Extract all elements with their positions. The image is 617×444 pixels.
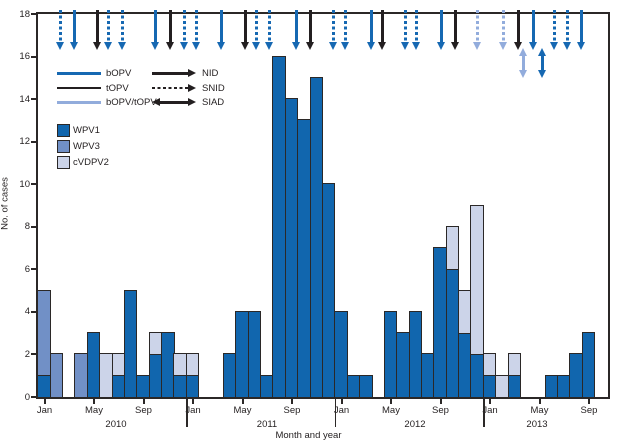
y-axis-tick-label: 12 bbox=[19, 136, 30, 148]
legend-label: WPV1 bbox=[73, 125, 100, 136]
arrow-shaft bbox=[152, 86, 189, 90]
month-tick-label: Sep bbox=[283, 405, 301, 416]
month-tick bbox=[588, 399, 590, 404]
legend-box-cvdpv2 bbox=[57, 156, 70, 169]
arrow-head-left-icon bbox=[152, 98, 160, 106]
year-label: 2010 bbox=[105, 419, 127, 430]
legend-label: cVDPV2 bbox=[73, 157, 109, 168]
month-tick-label: Sep bbox=[135, 405, 152, 416]
arrow-head-right-icon bbox=[188, 98, 196, 106]
y-axis-tick-label: 18 bbox=[19, 8, 30, 20]
year-divider bbox=[483, 399, 485, 427]
y-axis-tick-label: 6 bbox=[24, 263, 30, 275]
y-axis-tick-label: 14 bbox=[19, 93, 30, 105]
month-tick-label: Jan bbox=[36, 405, 53, 416]
legend-box-wpv3 bbox=[57, 140, 70, 153]
y-axis-tick-label: 2 bbox=[24, 348, 30, 360]
arrow-shaft bbox=[152, 72, 189, 75]
legend-line-topv bbox=[57, 86, 101, 89]
y-axis-title: No. of cases bbox=[0, 177, 11, 230]
month-tick bbox=[340, 399, 343, 404]
year-divider bbox=[186, 399, 188, 427]
arrow-head-right-icon bbox=[188, 83, 196, 92]
legend-label: bOPV/tOPV bbox=[106, 97, 157, 108]
y-axis-tick-label: 16 bbox=[19, 51, 30, 63]
legend-label: tOPV bbox=[106, 82, 129, 94]
month-tick bbox=[291, 399, 293, 404]
legend-label: SIAD bbox=[202, 97, 225, 108]
y-axis-tick-label: 4 bbox=[24, 306, 30, 318]
year-label: 2011 bbox=[256, 419, 278, 430]
month-tick bbox=[390, 399, 392, 404]
month-tick-label: May bbox=[382, 405, 400, 416]
x-axis-title: Month and year bbox=[275, 430, 342, 441]
month-tick-label: May bbox=[530, 405, 549, 416]
month-tick bbox=[43, 399, 46, 404]
month-tick-label: Sep bbox=[580, 405, 598, 416]
month-tick-label: Jan bbox=[482, 405, 498, 416]
legend-label: SNID bbox=[202, 82, 225, 94]
month-tick-label: Sep bbox=[432, 405, 449, 416]
year-label: 2013 bbox=[526, 419, 548, 430]
legend-label: NID bbox=[202, 68, 219, 79]
arrow-head-right-icon bbox=[188, 69, 196, 77]
month-tick bbox=[439, 399, 442, 404]
legend-line-bopv-topv bbox=[57, 101, 101, 104]
legend-box-wpv1 bbox=[57, 124, 70, 137]
month-tick bbox=[538, 399, 541, 404]
month-tick bbox=[241, 399, 244, 404]
year-label: 2012 bbox=[404, 419, 426, 430]
month-tick bbox=[192, 399, 194, 404]
arrow-shaft bbox=[159, 101, 189, 104]
legend-line-bopv bbox=[57, 72, 101, 75]
month-tick bbox=[489, 399, 491, 404]
month-tick-label: Jan bbox=[333, 405, 350, 416]
legend-label: bOPV bbox=[106, 68, 132, 79]
month-tick-label: May bbox=[85, 405, 103, 416]
month-tick-label: May bbox=[233, 405, 252, 416]
y-axis-tick-label: 0 bbox=[24, 391, 30, 403]
month-tick bbox=[93, 399, 95, 404]
month-tick bbox=[142, 399, 145, 404]
legend-label: WPV3 bbox=[73, 141, 100, 152]
year-divider bbox=[334, 399, 337, 427]
month-tick-label: Jan bbox=[185, 405, 201, 416]
